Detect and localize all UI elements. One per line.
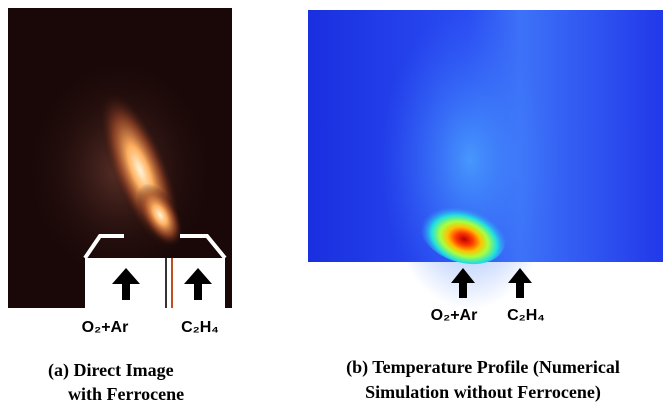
inlet-label: O₂+Ar	[82, 319, 129, 336]
panel-b	[308, 10, 663, 310]
plume	[380, 10, 560, 310]
caption: (a) Direct Image	[48, 360, 174, 381]
caption: Simulation without Ferrocene)	[365, 382, 601, 403]
figure: O₂+Ar C₂H₄ (a) Direct Image with Ferroce…	[0, 0, 666, 405]
panel-a	[8, 8, 232, 308]
inlet-label: O₂+Ar	[431, 307, 478, 324]
caption: with Ferrocene	[68, 384, 184, 404]
inlet-label: C₂H₄	[507, 307, 545, 324]
caption: (b) Temperature Profile (Numerical	[346, 357, 620, 378]
inlet-label: C₂H₄	[181, 319, 219, 336]
